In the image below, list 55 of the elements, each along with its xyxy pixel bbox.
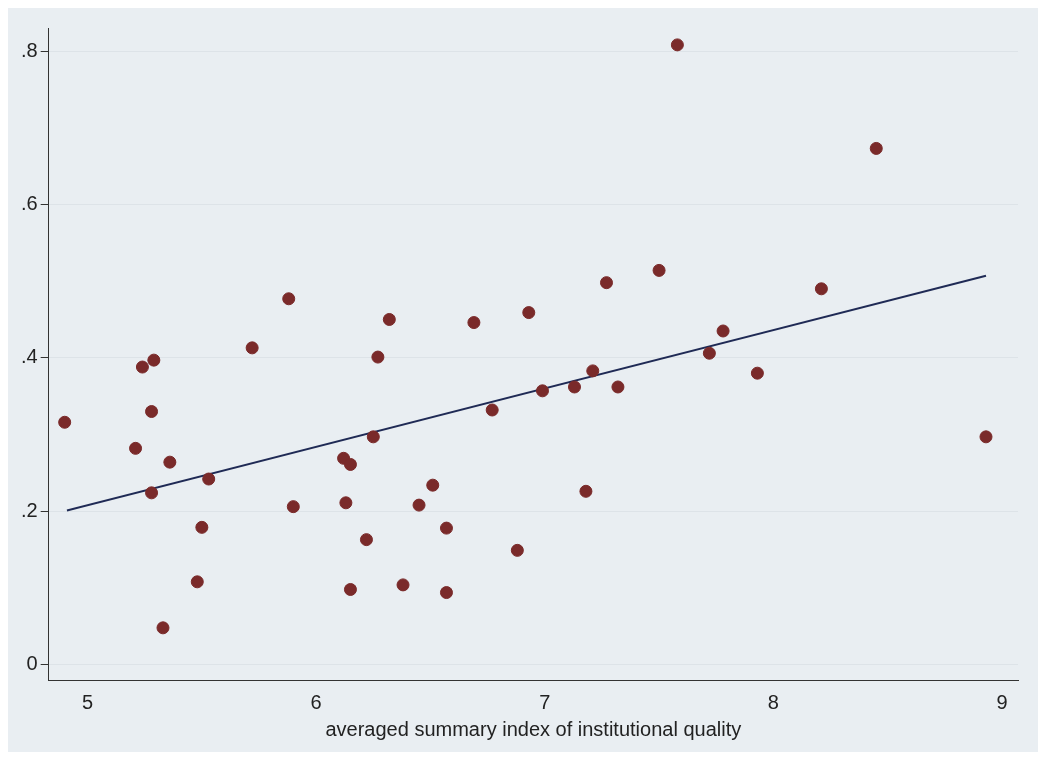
point xyxy=(439,521,453,535)
point xyxy=(190,575,204,589)
point xyxy=(366,430,380,444)
point xyxy=(359,533,373,547)
point xyxy=(600,276,613,290)
point xyxy=(586,364,600,378)
point xyxy=(652,263,666,277)
y-tick-label: .8 xyxy=(20,38,38,61)
point xyxy=(135,360,149,374)
point xyxy=(156,621,170,635)
point xyxy=(245,341,259,355)
point xyxy=(510,543,524,557)
point xyxy=(343,457,357,471)
point xyxy=(195,520,209,534)
point xyxy=(129,441,143,455)
x-tick-label: 8 xyxy=(767,690,779,713)
point xyxy=(611,380,625,394)
point xyxy=(339,496,353,510)
point xyxy=(670,38,684,52)
y-tick-label: .6 xyxy=(20,191,38,214)
point xyxy=(567,380,581,394)
point xyxy=(382,312,396,326)
point xyxy=(814,282,828,296)
x-axis-title: averaged summary index of institutional quality xyxy=(325,717,742,740)
x-tick-label: 5 xyxy=(81,690,94,713)
point xyxy=(282,292,296,306)
point xyxy=(467,316,481,330)
y-tick-label: .2 xyxy=(20,498,38,521)
point xyxy=(716,324,730,338)
point xyxy=(579,484,593,498)
point xyxy=(439,586,453,600)
x-tick-label: 6 xyxy=(310,690,322,713)
point xyxy=(145,486,159,500)
point xyxy=(750,366,764,380)
x-tick-label: 7 xyxy=(539,690,551,713)
point xyxy=(485,403,499,417)
point xyxy=(426,478,440,492)
point xyxy=(145,405,159,419)
point xyxy=(522,306,536,320)
point xyxy=(396,578,410,592)
y-tick-label: 0 xyxy=(26,652,38,675)
point xyxy=(58,415,72,429)
point xyxy=(343,582,357,596)
x-tick-label: 9 xyxy=(996,690,1008,713)
point xyxy=(412,498,426,512)
point xyxy=(163,455,177,469)
point xyxy=(535,384,549,398)
point xyxy=(371,350,385,364)
point xyxy=(979,430,993,444)
y-tick-label: .4 xyxy=(20,345,38,368)
point xyxy=(702,346,716,360)
point xyxy=(869,141,883,155)
point xyxy=(286,500,300,514)
point xyxy=(202,472,216,486)
point xyxy=(147,353,161,367)
